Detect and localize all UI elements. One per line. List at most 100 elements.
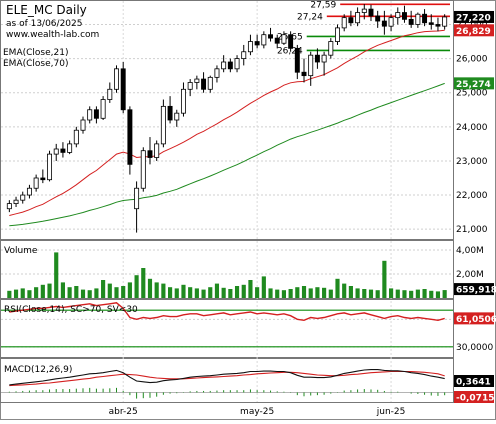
candle-body: [40, 177, 46, 181]
candle-body: [301, 71, 307, 77]
candle-body: [114, 68, 119, 90]
volume-bar: [288, 289, 293, 298]
candle-body: [408, 18, 414, 25]
candle-body: [134, 187, 140, 210]
price-last-badge: [454, 24, 494, 37]
candle-body: [33, 177, 39, 189]
volume-bar: [27, 290, 32, 298]
macd-last-label: -0,0715: [456, 394, 494, 404]
ema70-label: EMA(Close,70): [3, 59, 68, 69]
candle-body: [415, 13, 421, 25]
macd-pane: [0, 358, 454, 403]
rsi-tick-label: 30,0000: [456, 343, 493, 353]
candle-body: [308, 54, 314, 77]
candle-body: [194, 78, 200, 83]
volume-bar: [188, 287, 193, 298]
candle-body: [375, 15, 381, 22]
volume-last-badge: [454, 283, 494, 296]
volume-bar: [415, 289, 420, 298]
volume-tick-label: 2,00M: [456, 270, 484, 280]
rsi-line: [9, 302, 445, 322]
price-tick-label: 26,000: [456, 55, 488, 65]
candle-body: [428, 22, 434, 25]
volume-last-label: 659,918: [456, 286, 496, 296]
price-last-label: 26,829: [456, 27, 491, 37]
candle-body: [335, 27, 340, 42]
volume-bar: [322, 287, 327, 298]
volume-bar: [255, 287, 260, 298]
candle-body: [401, 12, 407, 20]
candle-body: [13, 199, 19, 204]
price-last-badge: [454, 77, 494, 90]
price-last-badge: [454, 10, 494, 23]
candle-body: [160, 105, 166, 145]
volume-bar: [7, 290, 12, 298]
volume-bar: [134, 275, 139, 298]
volume-bar: [20, 288, 25, 298]
level-label: 27,59: [310, 0, 336, 10]
candle-body: [341, 17, 347, 29]
x-tick-label: abr-25: [109, 407, 138, 417]
candle-body: [100, 99, 106, 119]
candle-body: [107, 88, 113, 100]
volume-bar: [268, 288, 273, 298]
candle-body: [67, 143, 73, 153]
volume-bar: [221, 287, 226, 298]
volume-bar: [395, 289, 400, 298]
candle-body: [422, 13, 428, 24]
volume-bar: [80, 289, 86, 298]
site-label: www.wealth-lab.com: [6, 30, 99, 40]
candle-body: [20, 194, 26, 201]
macd-title: MACD(12,26,9): [4, 365, 72, 375]
volume-bar: [141, 268, 146, 298]
candle-body: [26, 187, 32, 196]
candle-body: [154, 143, 160, 158]
volume-bar: [362, 289, 367, 298]
asof-date: as of 13/06/2025: [6, 19, 82, 29]
volume-bar: [388, 288, 394, 298]
candle-body: [241, 51, 247, 59]
volume-bar: [174, 288, 179, 298]
candle-body: [214, 68, 220, 78]
candle-body: [281, 34, 287, 44]
candle-body: [268, 34, 274, 39]
level-label: 27,24: [297, 12, 323, 22]
volume-bar: [301, 286, 307, 298]
candle-body: [73, 129, 79, 145]
volume-bar: [167, 287, 173, 298]
volume-tick-label: 4,00M: [456, 246, 484, 256]
candle-body: [80, 119, 86, 131]
volume-bar: [375, 290, 380, 298]
volume-bar: [67, 287, 72, 298]
volume-bar: [295, 287, 300, 298]
volume-bar: [355, 288, 360, 298]
volume-bar: [47, 283, 52, 298]
candle-body: [127, 109, 133, 165]
candle-body: [348, 17, 354, 24]
rsi-last-badge: [454, 312, 494, 325]
price-tick-label: 24,000: [456, 123, 488, 133]
candle-body: [247, 41, 253, 53]
volume-bar: [181, 284, 186, 298]
rsi-title: RSI(Close,14), SC>70, SV<30: [4, 305, 138, 315]
candle-body: [187, 82, 193, 90]
volume-bar: [40, 284, 45, 298]
candle-body: [201, 78, 207, 90]
volume-bar: [228, 289, 233, 298]
price-tick-label: 25,000: [456, 89, 488, 99]
macd-last-badge: [454, 375, 494, 387]
volume-bar: [214, 283, 220, 298]
volume-bar: [13, 289, 19, 298]
macd-last-badge: [454, 391, 494, 403]
volume-bar: [248, 280, 253, 298]
price-tick-label: 22,000: [456, 191, 488, 201]
volume-bar: [281, 290, 287, 298]
candle-body: [93, 109, 99, 119]
candle-body: [368, 8, 374, 17]
volume-bar: [409, 290, 414, 298]
volume-bar: [429, 290, 434, 298]
candle-body: [435, 24, 441, 27]
ema21-label: EMA(Close,21): [3, 48, 68, 58]
candle-body: [328, 41, 334, 56]
volume-bar: [194, 288, 199, 298]
